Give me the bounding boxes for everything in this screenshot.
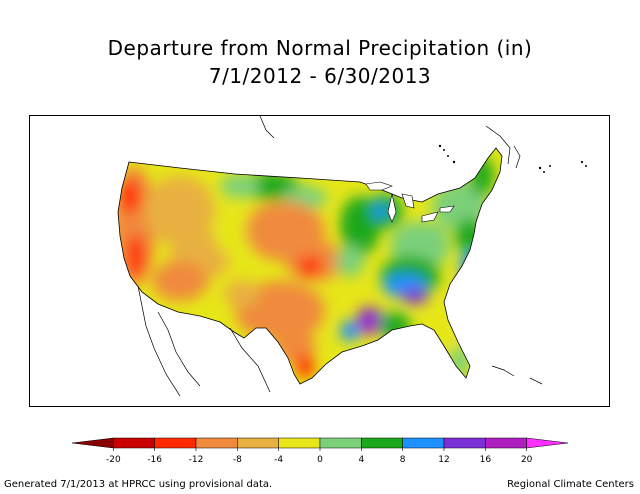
legend-swatch <box>402 437 445 449</box>
legend-swatch <box>443 437 486 449</box>
map-frame <box>29 115 610 407</box>
legend-tick-label: -20 <box>106 455 121 465</box>
legend-tick-label: 12 <box>438 455 449 465</box>
legend-swatch <box>154 437 197 449</box>
border-fragments <box>137 116 543 397</box>
legend-swatch <box>319 437 362 449</box>
legend-swatch <box>113 437 155 449</box>
map-date-range: 7/1/2012 - 6/30/2013 <box>208 64 432 88</box>
legend-swatch-max-arrow <box>526 437 569 449</box>
legend-tick-label: 4 <box>358 455 364 465</box>
great-lakes <box>365 181 455 223</box>
legend-tick-label: -12 <box>189 455 204 465</box>
color-legend: -20 -16 -12 -8 -4 0 4 8 12 16 20 <box>60 436 580 470</box>
precip-field <box>118 148 502 384</box>
footer-generated-note: Generated 7/1/2013 at HPRCC using provis… <box>4 479 273 490</box>
legend-swatch <box>361 437 403 449</box>
footer-credit: Regional Climate Centers <box>507 479 634 490</box>
legend-swatch <box>485 437 527 449</box>
legend-tick-label: 16 <box>480 455 492 465</box>
us-outline <box>117 147 503 385</box>
legend-tick-label: -4 <box>274 455 283 465</box>
us-precipitation-map <box>117 116 587 397</box>
legend-swatch-min-arrow <box>71 437 114 449</box>
map-title: Departure from Normal Precipitation (in) <box>107 36 533 60</box>
islands <box>438 144 587 173</box>
legend-tick-label: -16 <box>147 455 162 465</box>
legend-tick-label: -8 <box>233 455 242 465</box>
legend-swatch <box>278 437 321 449</box>
legend-tick-label: 8 <box>400 455 406 465</box>
legend-tick-label: 20 <box>521 455 533 465</box>
legend-swatch <box>195 437 238 449</box>
legend-swatch <box>237 437 279 449</box>
legend-scale: -20 -16 -12 -8 -4 0 4 8 12 16 20 <box>71 437 569 465</box>
legend-tick-label: 0 <box>317 455 323 465</box>
